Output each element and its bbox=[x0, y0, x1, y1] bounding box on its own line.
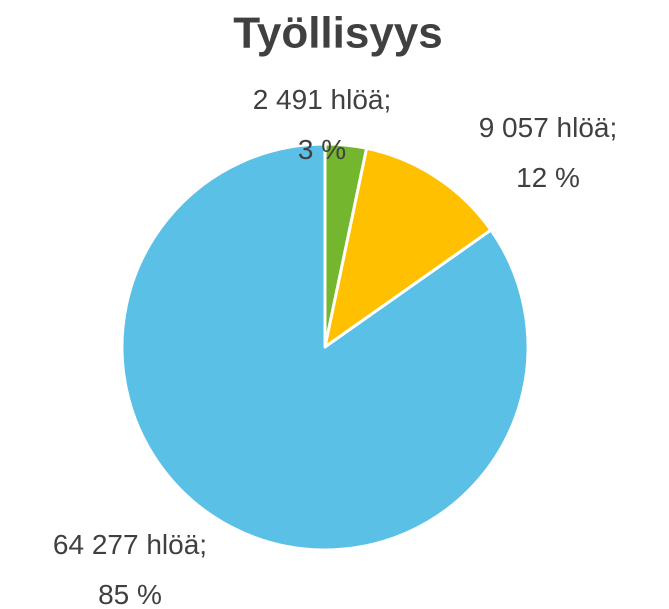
chart-title: Työllisyys bbox=[233, 9, 443, 58]
data-label: 9 057 hlöä; 12 % bbox=[479, 112, 618, 193]
pie-slice bbox=[120, 142, 530, 552]
pie bbox=[120, 142, 530, 552]
data-label: 64 277 hlöä; 85 % bbox=[53, 529, 207, 609]
pie-slice bbox=[323, 146, 493, 349]
data-label: 2 491 hlöä; 3 % bbox=[253, 84, 392, 165]
